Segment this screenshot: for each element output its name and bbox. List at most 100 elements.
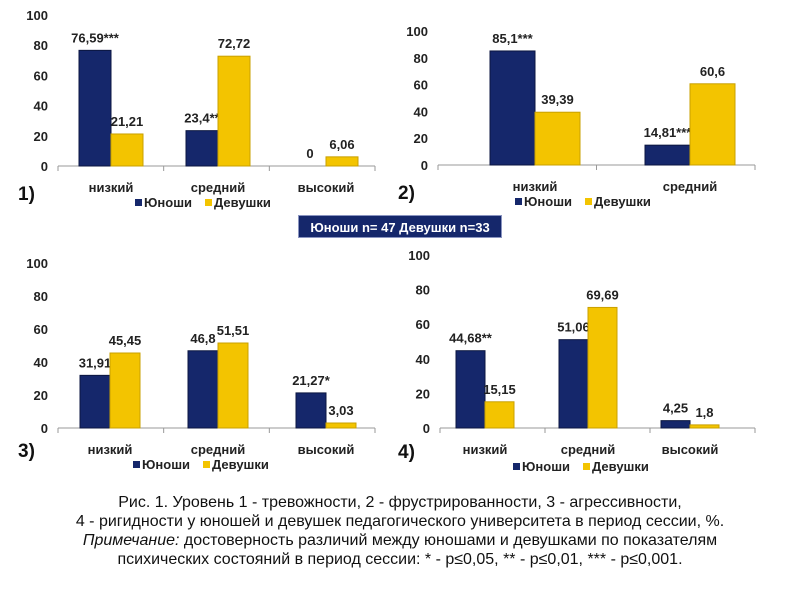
y-tick-label: 20	[416, 386, 430, 401]
legend-label: Девушки	[592, 459, 649, 474]
data-label: 51,51	[217, 323, 250, 338]
category-label: средний	[191, 180, 246, 195]
category-label: низкий	[463, 442, 508, 457]
y-tick-label: 60	[34, 322, 48, 337]
bar-boys	[644, 144, 691, 166]
bar-boys	[295, 392, 327, 429]
bar-girls	[109, 352, 141, 429]
legend-swatch	[583, 463, 590, 470]
caption-line-2: 4 - ригидности у юношей и девушек педаго…	[75, 513, 725, 530]
legend-swatch	[205, 199, 212, 206]
caption-line-4: психических состояний в период сессии: *…	[117, 551, 683, 568]
bar-girls	[689, 83, 736, 166]
data-label: 69,69	[586, 287, 619, 302]
y-tick-label: 100	[408, 248, 430, 263]
charts-figure: 0 20 40 60 80 100 низкий 76,59*** 21,21 средний 23…	[18, 8, 756, 474]
data-label: 31,91	[79, 355, 112, 370]
y-tick-label: 100	[406, 24, 428, 39]
y-tick-label: 0	[41, 159, 48, 174]
legend-swatch	[135, 199, 142, 206]
data-label: 1,8	[695, 405, 713, 420]
bar-boys	[187, 350, 219, 429]
figure-caption: Рис. 1. Уровень 1 - тревожности, 2 - фру…	[0, 493, 800, 569]
data-label: 72,72	[218, 36, 251, 51]
sample-size-box: Юноши n= 47 Девушки n=33	[298, 215, 502, 238]
caption-line-1: Рис. 1. Уровень 1 - тревожности, 2 - фру…	[118, 494, 682, 511]
y-tick-label: 60	[416, 317, 430, 332]
y-tick-label: 40	[34, 355, 48, 370]
y-tick-label: 80	[34, 289, 48, 304]
bar-girls	[689, 424, 720, 429]
bar-boys	[455, 350, 486, 429]
bar-boys	[79, 374, 111, 429]
data-label: 60,6	[700, 64, 725, 79]
legend-label: Девушки	[214, 195, 271, 210]
caption-note-label: Примечание:	[82, 532, 180, 549]
legend-label: Девушки	[212, 457, 269, 472]
y-tick-label: 0	[423, 421, 430, 436]
data-label: 3,03	[328, 403, 353, 418]
y-tick-label: 0	[41, 421, 48, 436]
data-label: 51,06	[557, 320, 590, 335]
bar-girls	[325, 156, 359, 167]
caption-line-3: достоверность различий между юношами и д…	[179, 532, 718, 549]
bar-girls	[484, 401, 515, 429]
y-tick-label: 80	[34, 38, 48, 53]
chart-number: 3)	[18, 441, 35, 462]
bar-boys	[660, 420, 691, 429]
data-label: 21,21	[111, 114, 144, 129]
data-label: 21,27*	[292, 373, 331, 388]
legend-swatch	[585, 198, 592, 205]
category-label: низкий	[513, 179, 558, 194]
data-label: 39,39	[541, 92, 574, 107]
data-label: 23,4**	[184, 111, 220, 126]
y-tick-label: 20	[34, 129, 48, 144]
bar-boys	[185, 130, 219, 167]
category-label: низкий	[88, 442, 133, 457]
y-tick-label: 40	[416, 352, 430, 367]
legend-swatch	[203, 461, 210, 468]
y-tick-label: 40	[414, 104, 428, 119]
data-label: 76,59***	[71, 30, 120, 45]
y-tick-label: 40	[34, 99, 48, 114]
y-tick-label: 60	[414, 78, 428, 93]
legend-label: Юноши	[142, 457, 190, 472]
y-tick-label: 80	[414, 51, 428, 66]
legend-label: Девушки	[594, 194, 651, 209]
y-tick-label: 80	[416, 283, 430, 298]
chart-number: 1)	[18, 184, 35, 205]
category-label: низкий	[89, 180, 134, 195]
bar-girls	[325, 422, 357, 429]
data-label: 15,15	[483, 382, 516, 397]
data-label: 85,1***	[492, 31, 533, 46]
category-label: высокий	[298, 180, 355, 195]
y-tick-label: 100	[26, 256, 48, 271]
bar-girls	[217, 55, 251, 167]
bar-girls	[217, 342, 249, 429]
data-label: 6,06	[329, 137, 354, 152]
legend-swatch	[513, 463, 520, 470]
legend-swatch	[133, 461, 140, 468]
legend-label: Юноши	[522, 459, 570, 474]
data-label: 46,8	[190, 331, 215, 346]
bar-boys	[558, 339, 589, 429]
legend-swatch	[515, 198, 522, 205]
y-tick-label: 100	[26, 8, 48, 23]
legend-label: Юноши	[144, 195, 192, 210]
y-tick-label: 0	[421, 158, 428, 173]
category-label: высокий	[298, 442, 355, 457]
bar-boys	[78, 49, 112, 167]
bar-girls	[110, 133, 144, 167]
legend-label: Юноши	[524, 194, 572, 209]
data-label: 14,81***	[644, 125, 693, 140]
bar-girls	[587, 306, 618, 429]
data-label: 4,25	[663, 401, 688, 416]
category-label: высокий	[662, 442, 719, 457]
category-label: средний	[663, 179, 718, 194]
y-tick-label: 20	[414, 131, 428, 146]
data-label: 44,68**	[449, 331, 493, 346]
category-label: средний	[561, 442, 616, 457]
category-label: средний	[191, 442, 246, 457]
bar-girls	[534, 111, 581, 166]
y-tick-label: 60	[34, 68, 48, 83]
